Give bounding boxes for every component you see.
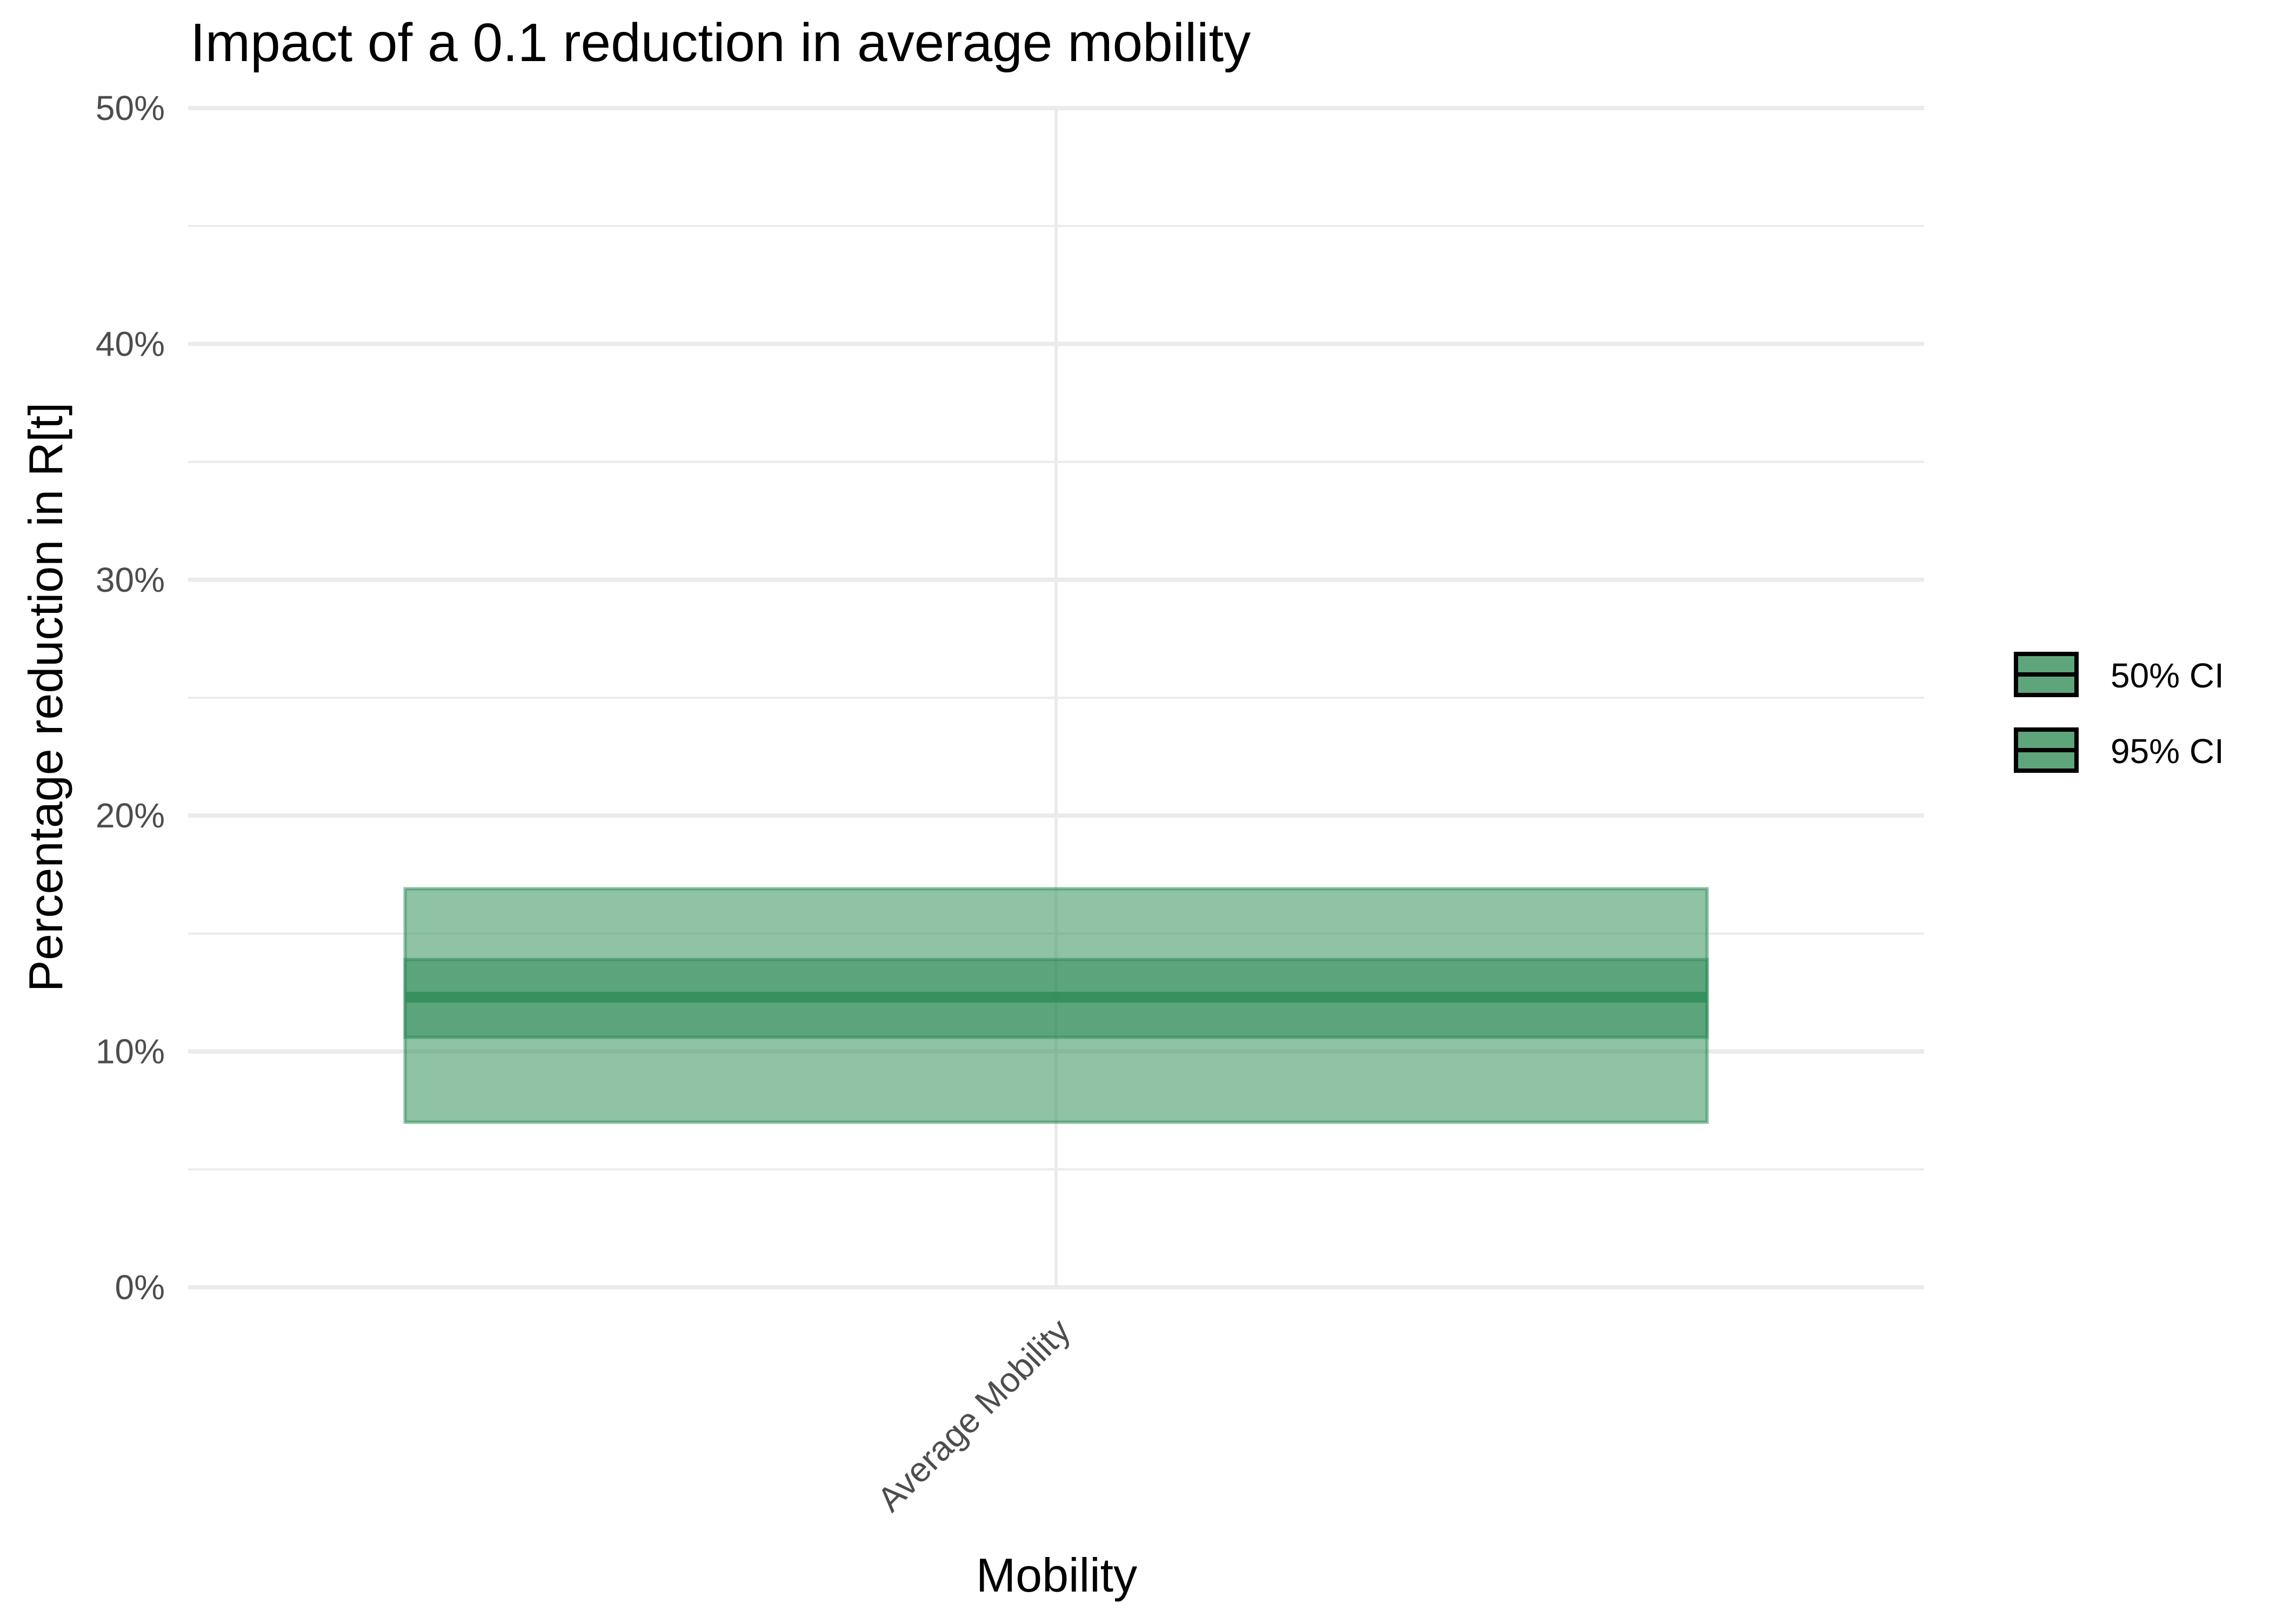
axis-layer: 0% 10% 20% 30% 40% 50% Average Mobility: [96, 89, 1078, 1519]
legend-key: [2014, 652, 2079, 697]
y-tick-label: 0%: [115, 1268, 165, 1307]
y-axis-label: Percentage reduction in R[t]: [19, 403, 72, 992]
x-axis-label: Mobility: [976, 1548, 1137, 1602]
legend-label: 50% CI: [2111, 656, 2224, 695]
chart-title: Impact of a 0.1 reduction in average mob…: [190, 12, 1251, 73]
legend: 50% CI 95% CI: [2014, 652, 2224, 773]
x-tick-label: Average Mobility: [870, 1311, 1078, 1519]
y-tick-label: 50%: [96, 89, 165, 128]
y-tick-label: 30%: [96, 560, 165, 599]
y-tick-label: 10%: [96, 1032, 165, 1071]
data-layer: [403, 887, 1709, 1124]
y-tick-label: 40%: [96, 324, 165, 363]
legend-label: 95% CI: [2111, 732, 2224, 771]
y-tick-label: 20%: [96, 796, 165, 835]
legend-key: [2014, 727, 2079, 773]
